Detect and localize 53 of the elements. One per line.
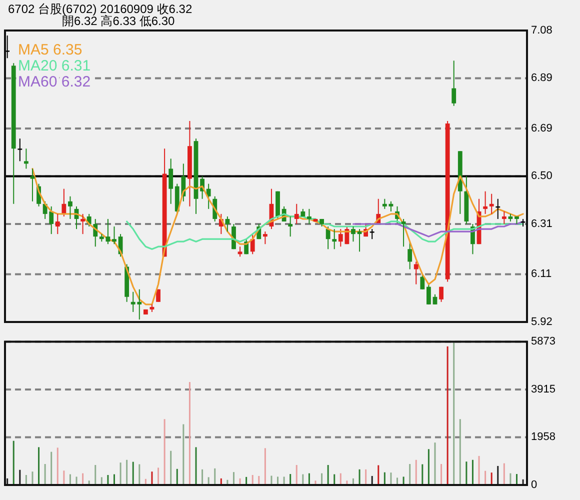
candlestick [206, 183, 211, 210]
candlestick [489, 193, 494, 214]
line-series [32, 168, 524, 306]
candlestick [30, 168, 35, 202]
chart-subtitle: 開6.32 高6.33 低6.30 [62, 14, 176, 28]
candlestick [18, 138, 22, 162]
candlestick [408, 241, 412, 270]
candlestick [452, 60, 456, 106]
candlestick [5, 35, 10, 59]
candlestick [55, 213, 60, 235]
candlestick [388, 200, 394, 212]
y-tick-label: 6.11 [531, 268, 552, 280]
candlestick [420, 274, 425, 290]
candlestick [332, 228, 337, 250]
candlestick [62, 188, 66, 217]
y-tick-label: 6.50 [531, 170, 552, 182]
candlestick [432, 294, 438, 305]
chart-title: 6702 台股(6702) 20160909 收6.32 [8, 2, 192, 16]
candlestick [357, 228, 362, 252]
candlestick [250, 234, 255, 255]
candlestick [262, 231, 268, 245]
candlestick [382, 198, 387, 210]
candlestick [168, 158, 174, 204]
y-tick-label: 3915 [531, 383, 556, 396]
candlestick [238, 246, 242, 258]
y-tick-label: 6.69 [531, 122, 552, 134]
y-tick-label: 1958 [531, 431, 556, 444]
y-tick-label: 0 [531, 478, 538, 491]
candlestick [326, 226, 330, 250]
candlestick [106, 218, 110, 245]
candlestick [502, 210, 506, 224]
y-tick-label: 7.08 [531, 24, 552, 36]
candlestick [68, 196, 72, 220]
candlestick [307, 208, 312, 224]
candlestick [426, 284, 431, 305]
candlestick [156, 288, 160, 302]
candlestick [288, 216, 293, 238]
candlestick [483, 190, 488, 214]
candlestick [414, 261, 418, 285]
text: MA5 6.35 [18, 41, 82, 58]
text: MA20 6.31 [18, 57, 91, 74]
y-tick-label: 6.89 [531, 72, 552, 84]
candlestick [112, 226, 116, 245]
y-tick-label: 5873 [531, 336, 556, 348]
candlestick [401, 218, 406, 248]
candlestick [439, 286, 444, 302]
y-tick-label: 5.92 [531, 316, 552, 328]
candlestick [351, 226, 356, 242]
candlestick [24, 148, 28, 170]
y-tick-label: 6.31 [531, 218, 552, 230]
candlestick [294, 203, 299, 224]
candlestick [80, 213, 85, 235]
candlestick [225, 216, 230, 232]
